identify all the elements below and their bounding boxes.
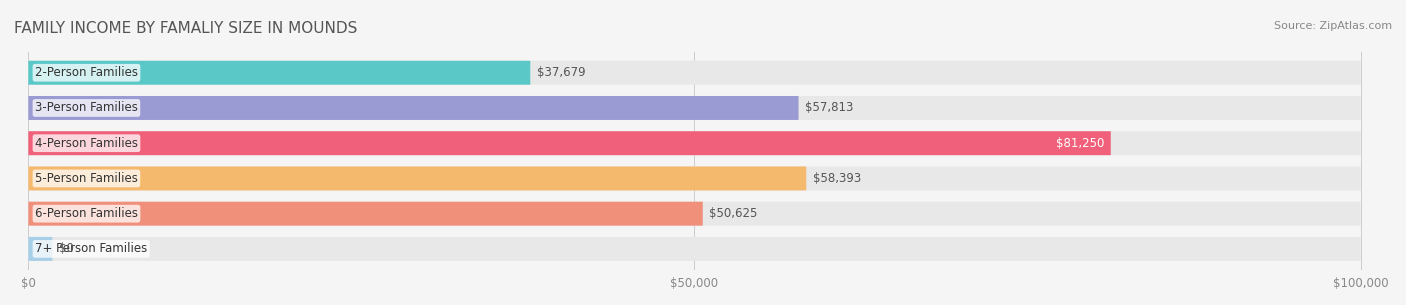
FancyBboxPatch shape: [28, 131, 1361, 155]
FancyBboxPatch shape: [28, 237, 52, 261]
FancyBboxPatch shape: [28, 96, 1361, 120]
Text: FAMILY INCOME BY FAMALIY SIZE IN MOUNDS: FAMILY INCOME BY FAMALIY SIZE IN MOUNDS: [14, 21, 357, 36]
FancyBboxPatch shape: [28, 167, 1361, 190]
Text: 5-Person Families: 5-Person Families: [35, 172, 138, 185]
Text: $58,393: $58,393: [813, 172, 860, 185]
FancyBboxPatch shape: [28, 237, 1361, 261]
Text: 3-Person Families: 3-Person Families: [35, 102, 138, 114]
Text: 7+ Person Families: 7+ Person Families: [35, 242, 148, 255]
Text: $81,250: $81,250: [1056, 137, 1104, 150]
FancyBboxPatch shape: [28, 61, 530, 85]
Text: 4-Person Families: 4-Person Families: [35, 137, 138, 150]
Text: $0: $0: [59, 242, 75, 255]
FancyBboxPatch shape: [28, 167, 806, 190]
FancyBboxPatch shape: [28, 131, 1111, 155]
Text: $50,625: $50,625: [710, 207, 758, 220]
FancyBboxPatch shape: [28, 61, 1361, 85]
Text: $37,679: $37,679: [537, 66, 585, 79]
Text: $57,813: $57,813: [806, 102, 853, 114]
Text: 2-Person Families: 2-Person Families: [35, 66, 138, 79]
FancyBboxPatch shape: [28, 202, 1361, 226]
FancyBboxPatch shape: [28, 96, 799, 120]
Text: Source: ZipAtlas.com: Source: ZipAtlas.com: [1274, 21, 1392, 31]
FancyBboxPatch shape: [28, 202, 703, 226]
Text: 6-Person Families: 6-Person Families: [35, 207, 138, 220]
